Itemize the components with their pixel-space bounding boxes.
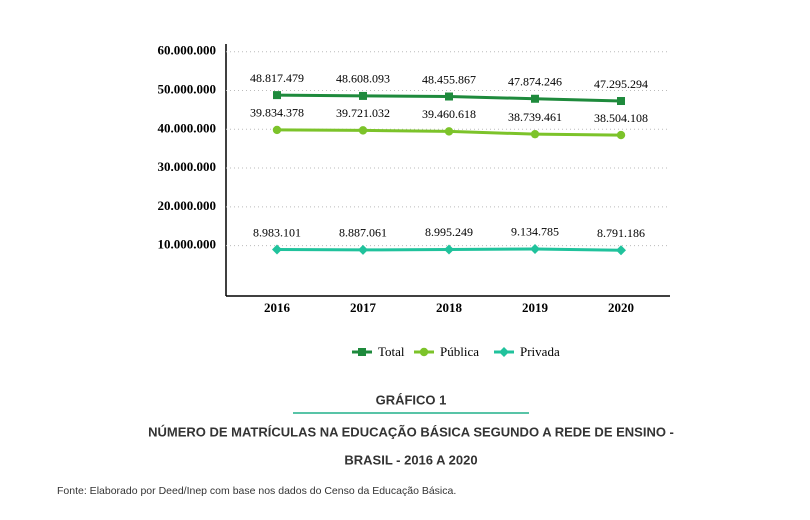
data-label: 39.834.378: [250, 106, 304, 120]
data-label: 9.134.785: [511, 225, 559, 239]
data-label: 8.983.101: [253, 225, 301, 239]
x-tick-label: 2016: [264, 300, 291, 315]
caption-label: GRÁFICO 1: [376, 392, 447, 407]
marker: [617, 97, 625, 106]
y-tick-label: 40.000.000: [158, 120, 217, 135]
x-tick-label: 2018: [436, 300, 463, 315]
marker: [499, 347, 509, 357]
legend-label: Privada: [520, 344, 560, 359]
marker: [358, 126, 368, 135]
marker: [359, 91, 367, 100]
x-tick-label: 2020: [608, 300, 634, 315]
legend-label: Total: [378, 344, 405, 359]
caption-title: NÚMERO DE MATRÍCULAS NA EDUCAÇÃO BÁSICA …: [148, 424, 674, 439]
data-label: 39.460.618: [422, 107, 476, 121]
data-label: 39.721.032: [336, 106, 390, 120]
legend-label: Pública: [440, 344, 479, 359]
data-label: 8.887.061: [339, 226, 387, 240]
y-tick-label: 50.000.000: [158, 82, 217, 97]
data-label: 48.608.093: [336, 72, 390, 86]
marker: [419, 347, 429, 357]
marker: [531, 94, 539, 103]
marker: [445, 92, 453, 101]
data-label: 38.504.108: [594, 111, 648, 125]
marker: [272, 244, 282, 255]
data-label: 48.817.479: [250, 71, 304, 85]
data-label: 8.791.186: [597, 226, 645, 240]
y-tick-label: 60.000.000: [158, 43, 217, 58]
marker: [273, 91, 281, 100]
data-label: 38.739.461: [508, 110, 562, 124]
marker: [530, 129, 540, 139]
data-label: 48.455.867: [422, 72, 476, 86]
source-note: Fonte: Elaborado por Deed/Inep com base …: [57, 485, 456, 497]
caption-title: BRASIL - 2016 A 2020: [344, 452, 477, 467]
y-tick-label: 10.000.000: [158, 237, 217, 252]
marker: [530, 243, 540, 254]
data-label: 8.995.249: [425, 225, 473, 239]
marker: [616, 130, 626, 140]
x-tick-label: 2017: [350, 300, 377, 315]
data-label: 47.874.246: [508, 75, 562, 89]
marker: [272, 125, 282, 135]
y-tick-label: 20.000.000: [158, 198, 217, 213]
x-tick-label: 2019: [522, 300, 549, 315]
marker: [616, 245, 626, 256]
marker: [358, 244, 368, 255]
data-label: 47.295.294: [594, 77, 648, 91]
y-tick-label: 30.000.000: [158, 159, 217, 174]
marker: [358, 348, 366, 356]
marker: [444, 127, 454, 136]
marker: [444, 244, 454, 255]
